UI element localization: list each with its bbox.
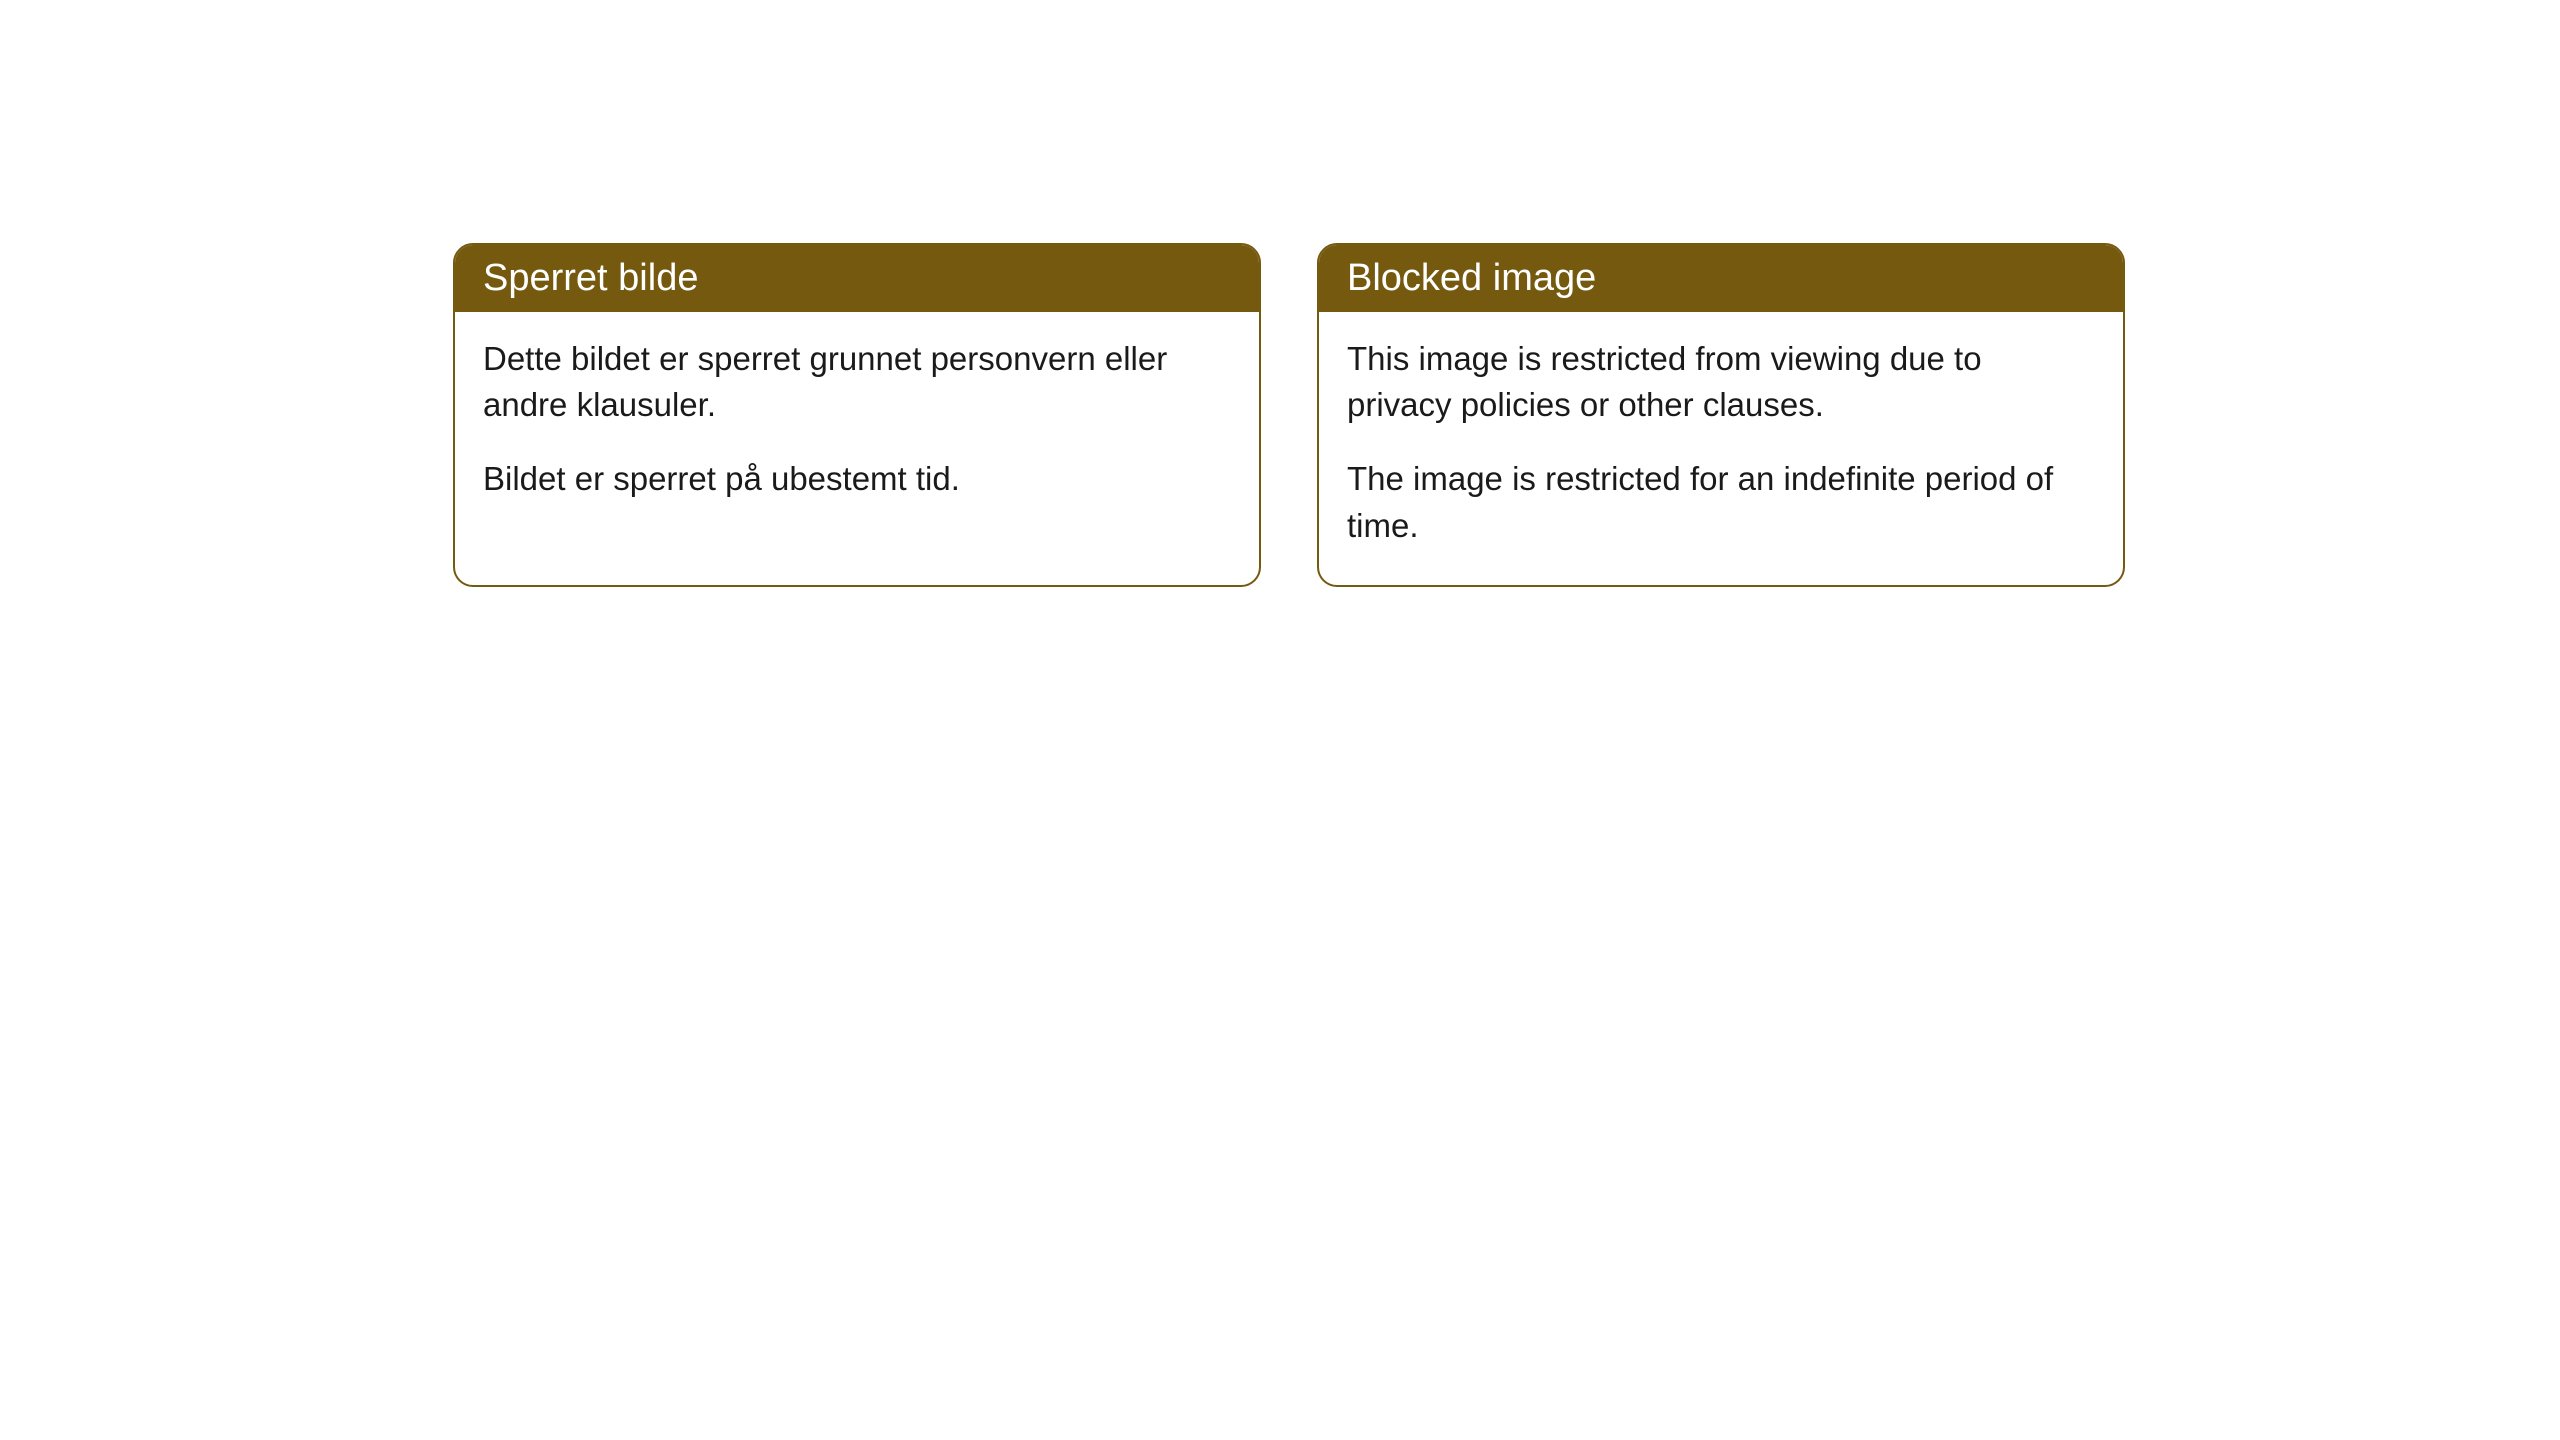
notice-paragraph-1-norwegian: Dette bildet er sperret grunnet personve… bbox=[483, 336, 1231, 428]
notice-body-english: This image is restricted from viewing du… bbox=[1319, 312, 2123, 585]
notice-paragraph-1-english: This image is restricted from viewing du… bbox=[1347, 336, 2095, 428]
notice-title-norwegian: Sperret bilde bbox=[483, 257, 698, 299]
notice-header-norwegian: Sperret bilde bbox=[455, 245, 1259, 312]
notice-title-english: Blocked image bbox=[1347, 257, 1596, 299]
notice-card-english: Blocked image This image is restricted f… bbox=[1317, 243, 2125, 587]
notice-paragraph-2-english: The image is restricted for an indefinit… bbox=[1347, 456, 2095, 548]
notice-header-english: Blocked image bbox=[1319, 245, 2123, 312]
notice-body-norwegian: Dette bildet er sperret grunnet personve… bbox=[455, 312, 1259, 539]
notice-paragraph-2-norwegian: Bildet er sperret på ubestemt tid. bbox=[483, 456, 1231, 502]
notice-card-norwegian: Sperret bilde Dette bildet er sperret gr… bbox=[453, 243, 1261, 587]
notice-container: Sperret bilde Dette bildet er sperret gr… bbox=[0, 0, 2560, 587]
